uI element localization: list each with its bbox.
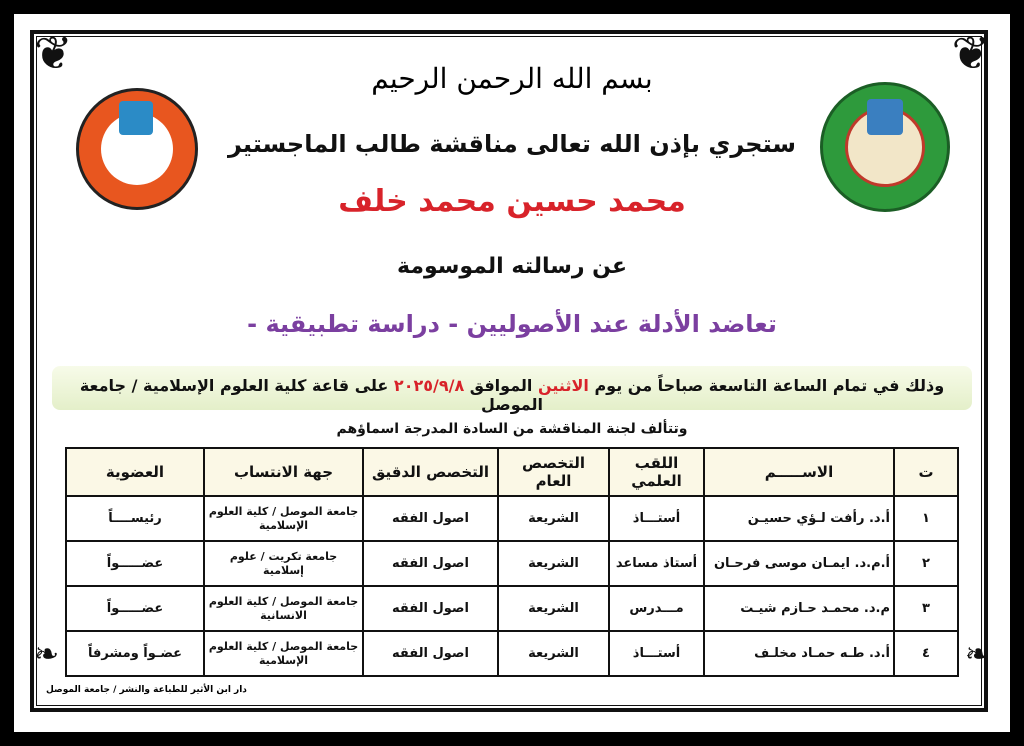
table-cell: عضـــــواً (65, 585, 205, 632)
table-row: ٢ أ.م.د. ايمـان موسى فرحـان أستاذ مساعد الش… (65, 540, 959, 587)
thesis-title: تعاضد الأدلة عند الأصوليين - دراسة تطبيق… (247, 310, 777, 338)
table-cell: أستاذ مساعد (608, 540, 705, 587)
column-header: التخصص العام (497, 447, 610, 497)
column-header: التخصص الدقيق (362, 447, 499, 497)
table-cell: جامعة تكريت / علوم إسلامية (203, 540, 364, 587)
table-row: ٣ م.د. محمـد حـازم شيـت مـــدرس الشريعة اصول… (65, 585, 959, 632)
table-cell: أ.د. طـه حمـاد مخلـف (703, 630, 895, 677)
schedule-day: الاثنين (538, 376, 589, 395)
table-row: ٤ أ.د. طـه حمـاد مخلـف أستـــاذ الشريعة اصول… (65, 630, 959, 677)
table-cell: اصول الفقه (362, 495, 499, 542)
corner-ornament-icon: ❧ (34, 637, 60, 672)
table-cell: اصول الفقه (362, 540, 499, 587)
schedule-prefix: وذلك في تمام الساعة التاسعة صباحاً من يو… (594, 376, 945, 395)
table-cell: اصول الفقه (362, 585, 499, 632)
table-cell: الشريعة (497, 540, 610, 587)
column-header: ت (893, 447, 959, 497)
table-cell: عضـــــواً (65, 540, 205, 587)
table-cell: أستـــاذ (608, 630, 705, 677)
corner-ornament-icon: ❦ (34, 26, 73, 80)
schedule-date: ٢٠٢٥/٩/٨ (393, 376, 465, 395)
intro-text: ستجري بإذن الله تعالى مناقشة طالب الماجس… (227, 130, 796, 158)
column-header: اللقب العلمي (608, 447, 705, 497)
committee-table: ت الاســـــم اللقب العلمي التخصص العام التخص… (65, 447, 959, 677)
student-name: محمد حسين محمد خلف (338, 184, 686, 219)
college-logo (820, 82, 950, 212)
printer-credit: دار ابن الأثير للطباعة والنشر / جامعة ال… (46, 685, 247, 695)
table-cell: ١ (893, 495, 959, 542)
table-cell: ٣ (893, 585, 959, 632)
inner-border (36, 36, 982, 706)
schedule-text: وذلك في تمام الساعة التاسعة صباحاً من يو… (58, 376, 966, 414)
table-cell: جامعة الموصل / كلية العلوم الانسانية (203, 585, 364, 632)
table-cell: ٢ (893, 540, 959, 587)
outer-border (30, 30, 988, 712)
column-header: الاســـــم (703, 447, 895, 497)
table-cell: عضـواً ومشرفاً (65, 630, 205, 677)
table-header-row: ت الاســـــم اللقب العلمي التخصص العام التخص… (65, 447, 959, 497)
table-cell: ٤ (893, 630, 959, 677)
table-cell: مـــدرس (608, 585, 705, 632)
schedule-band (52, 366, 972, 410)
table-cell: الشريعة (497, 495, 610, 542)
table-cell: رئيســــاً (65, 495, 205, 542)
thesis-intro: عن رسالته الموسومة (396, 254, 628, 279)
column-header: جهة الانتساب (203, 447, 364, 497)
university-of-mosul-logo (76, 88, 198, 210)
table-cell: الشريعة (497, 585, 610, 632)
table-cell: أ.م.د. ايمـان موسى فرحـان (703, 540, 895, 587)
table-row: ١ أ.د. رأفت لـؤي حسيـن أستـــاذ الشريعة اصول… (65, 495, 959, 542)
committee-intro: وتتألف لجنة المناقشة من السادة المدرجة ا… (336, 421, 688, 437)
table-cell: جامعة الموصل / كلية العلوم الإسلامية (203, 495, 364, 542)
table-cell: م.د. محمـد حـازم شيـت (703, 585, 895, 632)
table-cell: الشريعة (497, 630, 610, 677)
corner-ornament-icon: ❧ (964, 637, 990, 672)
column-header: العضوية (65, 447, 205, 497)
schedule-mid: الموافق (469, 376, 533, 395)
basmala: بسم الله الرحمن الرحيم (371, 62, 653, 95)
table-cell: اصول الفقه (362, 630, 499, 677)
corner-ornament-icon: ❦ (951, 26, 990, 80)
table-cell: جامعة الموصل / كلية العلوم الإسلامية (203, 630, 364, 677)
table-cell: أ.د. رأفت لـؤي حسيـن (703, 495, 895, 542)
schedule-location: على قاعة كلية العلوم الإسلامية / جامعة ا… (79, 376, 543, 415)
table-cell: أستـــاذ (608, 495, 705, 542)
